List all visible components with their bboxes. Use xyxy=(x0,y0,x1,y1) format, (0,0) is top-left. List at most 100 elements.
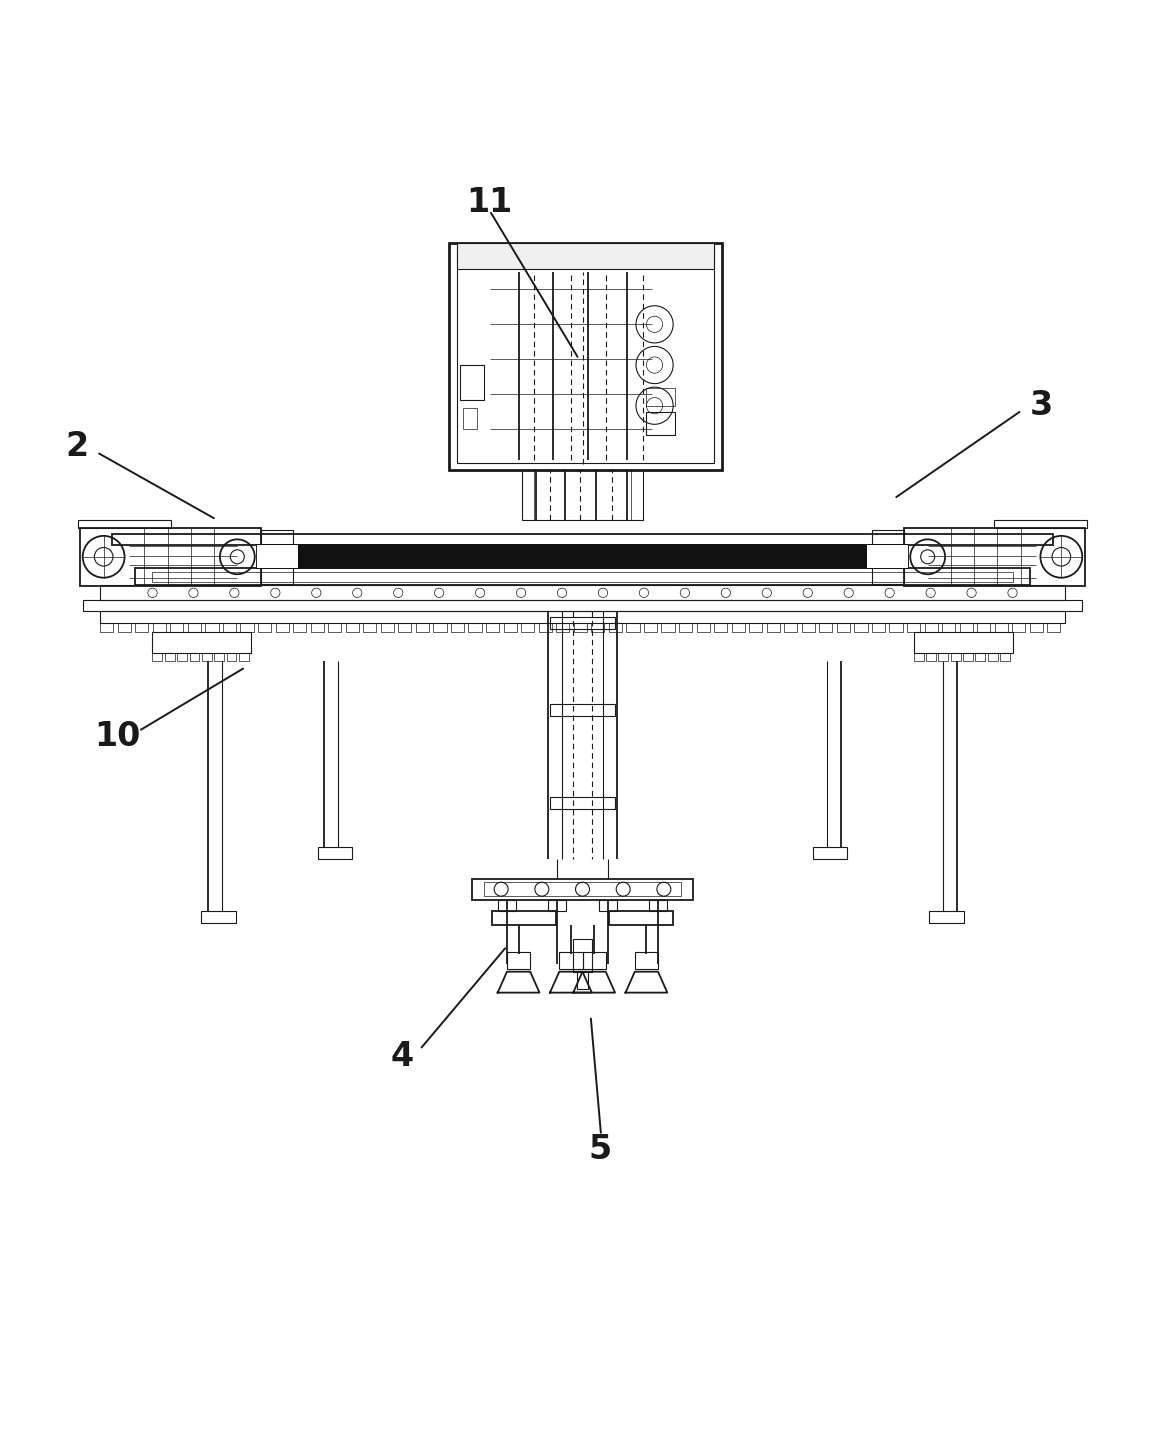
Bar xyxy=(1012,623,1025,632)
Bar xyxy=(153,632,252,653)
Text: 5: 5 xyxy=(588,1132,612,1166)
Bar xyxy=(521,623,535,632)
Bar xyxy=(83,600,1082,612)
Bar xyxy=(492,911,556,925)
Bar xyxy=(449,243,722,469)
Bar xyxy=(153,623,165,632)
Bar xyxy=(599,899,617,911)
Bar xyxy=(257,545,908,568)
Bar xyxy=(318,848,352,859)
Bar xyxy=(135,568,1030,584)
Bar xyxy=(926,653,935,662)
Bar xyxy=(100,623,113,632)
Bar xyxy=(457,250,714,463)
Bar xyxy=(276,623,289,632)
Bar xyxy=(649,899,668,911)
Bar xyxy=(925,623,938,632)
Bar xyxy=(988,653,997,662)
Bar xyxy=(714,623,727,632)
Bar xyxy=(559,953,582,970)
Bar xyxy=(497,899,516,911)
Bar xyxy=(522,469,643,519)
Text: 4: 4 xyxy=(390,1040,414,1073)
Bar xyxy=(550,705,615,717)
Bar xyxy=(647,389,676,406)
Bar xyxy=(995,623,1008,632)
Text: 2: 2 xyxy=(65,430,89,463)
Bar xyxy=(188,623,202,632)
Bar xyxy=(177,653,188,662)
Bar xyxy=(550,797,615,809)
Bar xyxy=(550,617,615,629)
Bar xyxy=(170,623,184,632)
Bar xyxy=(205,623,219,632)
Bar xyxy=(153,653,162,662)
Bar xyxy=(784,623,797,632)
Bar xyxy=(202,653,212,662)
Bar xyxy=(644,623,657,632)
Bar xyxy=(433,623,446,632)
Bar xyxy=(190,653,199,662)
Bar xyxy=(214,653,224,662)
Bar xyxy=(153,571,1012,583)
Bar xyxy=(468,623,481,632)
Bar xyxy=(534,469,631,519)
Bar xyxy=(556,623,570,632)
Bar xyxy=(311,623,324,632)
Bar xyxy=(1047,623,1060,632)
Bar xyxy=(977,623,990,632)
Bar xyxy=(118,623,130,632)
Bar xyxy=(503,623,517,632)
Bar xyxy=(577,971,588,989)
Bar xyxy=(223,623,236,632)
Bar xyxy=(460,366,483,400)
Bar xyxy=(164,653,175,662)
Bar xyxy=(819,623,833,632)
Bar xyxy=(363,623,376,632)
Bar xyxy=(767,623,779,632)
Bar xyxy=(975,653,986,662)
Bar xyxy=(867,545,908,568)
Text: 11: 11 xyxy=(466,186,513,219)
Bar xyxy=(202,911,236,922)
Bar xyxy=(749,623,762,632)
Bar xyxy=(697,623,709,632)
Bar xyxy=(836,623,850,632)
Bar xyxy=(960,623,973,632)
Bar xyxy=(609,911,673,925)
Bar xyxy=(135,623,148,632)
Bar xyxy=(627,623,640,632)
Bar xyxy=(257,545,298,568)
Bar xyxy=(472,879,693,899)
Bar xyxy=(398,623,411,632)
Bar xyxy=(226,653,236,662)
Text: 10: 10 xyxy=(94,721,141,754)
Bar xyxy=(329,623,341,632)
Bar xyxy=(112,534,1053,545)
Bar xyxy=(1030,623,1043,632)
Bar xyxy=(457,243,714,269)
Bar xyxy=(904,528,1085,586)
Bar xyxy=(871,623,885,632)
Bar xyxy=(908,623,920,632)
Bar xyxy=(854,623,868,632)
Bar xyxy=(939,653,948,662)
Bar xyxy=(1001,653,1010,662)
Bar xyxy=(486,623,499,632)
Bar xyxy=(813,848,847,859)
Bar xyxy=(573,940,592,971)
Bar xyxy=(573,623,587,632)
Bar xyxy=(416,623,429,632)
Polygon shape xyxy=(626,971,668,993)
Bar xyxy=(80,528,261,586)
Bar xyxy=(451,623,464,632)
Bar xyxy=(679,623,692,632)
Bar xyxy=(239,653,249,662)
Bar xyxy=(548,899,566,911)
Bar xyxy=(381,623,394,632)
Bar xyxy=(100,612,1065,623)
Bar xyxy=(582,953,606,970)
Polygon shape xyxy=(497,971,539,993)
Bar xyxy=(261,530,294,584)
Polygon shape xyxy=(573,971,615,993)
